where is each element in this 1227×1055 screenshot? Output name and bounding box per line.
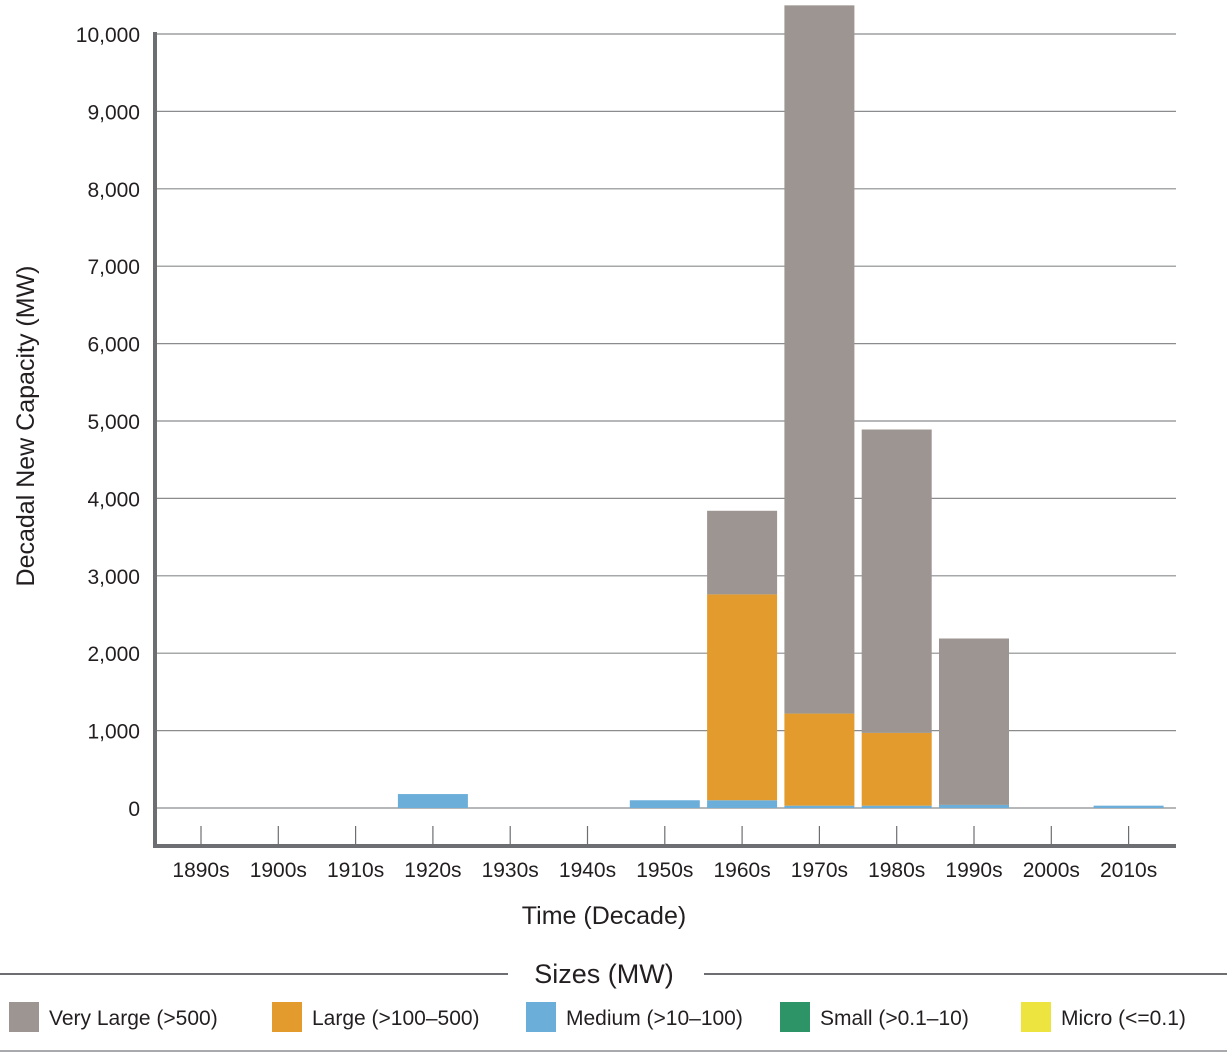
bar-segment-large-100-500 — [707, 594, 778, 801]
x-tick-label: 1990s — [945, 859, 1002, 882]
bar-segment-large-100-500 — [784, 713, 855, 806]
gridlines — [155, 33, 1176, 809]
legend-label-medium-10-100: Medium (>10–100) — [566, 1007, 743, 1030]
x-tick-label: 1960s — [713, 859, 770, 882]
bar-segment-medium-10-100 — [861, 805, 932, 808]
y-tick-label: 8,000 — [87, 179, 140, 202]
legend-swatch-medium-10-100 — [526, 1002, 556, 1032]
bars — [397, 5, 1164, 808]
x-tick-label: 2010s — [1100, 859, 1157, 882]
bar-segment-medium-10-100 — [629, 800, 700, 808]
x-tick-label: 1920s — [404, 859, 461, 882]
legend-title: Sizes (MW) — [534, 959, 673, 989]
legend-label-large-100-500: Large (>100–500) — [312, 1007, 480, 1030]
legend-label-small-0-1-10: Small (>0.1–10) — [820, 1007, 969, 1030]
y-tick-labels: 0 1,000 2,000 3,000 4,000 5,000 6,000 7,000 8,00… — [76, 24, 140, 821]
x-tick-label: 1890s — [172, 859, 229, 882]
y-tick-label: 10,000 — [76, 24, 140, 47]
x-tick-label: 1910s — [327, 859, 384, 882]
y-tick-label: 5,000 — [87, 411, 140, 434]
bar-segment-very-large-500 — [784, 5, 855, 714]
bar-segment-medium-10-100 — [784, 805, 855, 808]
y-tick-label: 2,000 — [87, 643, 140, 666]
x-tick-label: 1940s — [559, 859, 616, 882]
x-axis-title: Time (Decade) — [522, 902, 686, 930]
bar-segment-medium-10-100 — [939, 804, 1009, 808]
y-tick-label: 3,000 — [87, 566, 140, 589]
y-tick-label: 6,000 — [87, 334, 140, 357]
legend-swatch-small-0-1-10 — [780, 1002, 810, 1032]
legend-swatch-large-100-500 — [272, 1002, 302, 1032]
x-tick-label: 1950s — [636, 859, 693, 882]
legend-swatch-micro-0-1 — [1021, 1002, 1051, 1032]
x-tick-label: 1900s — [250, 859, 307, 882]
bar-segment-medium-10-100 — [1093, 805, 1164, 808]
bar-segment-medium-10-100 — [397, 794, 468, 808]
y-tick-label: 1,000 — [87, 721, 140, 744]
x-tick-labels: 1890s 1900s 1910s 1920s 1930s 1940s 1950s 1960s… — [172, 859, 1157, 882]
y-tick-label: 7,000 — [87, 256, 140, 279]
y-tick-label: 4,000 — [87, 488, 140, 511]
x-tick-label: 1930s — [482, 859, 539, 882]
y-tick-label: 9,000 — [87, 101, 140, 124]
x-tick-label: 1970s — [791, 859, 848, 882]
axes — [153, 32, 1176, 848]
bar-segment-large-100-500 — [861, 732, 932, 806]
bar-segment-very-large-500 — [939, 638, 1009, 805]
x-tick-label: 2000s — [1023, 859, 1080, 882]
legend-swatch-very-large-500 — [9, 1002, 39, 1032]
legend-label-very-large-500: Very Large (>500) — [49, 1007, 218, 1030]
bar-segment-medium-10-100 — [707, 800, 778, 808]
bar-segment-very-large-500 — [861, 429, 932, 733]
legend-items: Very Large (>500) Large (>100–500) Medium … — [9, 1002, 1186, 1032]
y-tick-label: 0 — [128, 798, 140, 821]
y-axis-title: Decadal New Capacity (MW) — [12, 266, 40, 587]
bar-segment-very-large-500 — [707, 510, 778, 595]
x-tick-label: 1980s — [868, 859, 925, 882]
legend-label-micro-0-1: Micro (<=0.1) — [1061, 1007, 1186, 1030]
legend: Sizes (MW) Very Large (>500) Large (>100–… — [0, 959, 1227, 1052]
